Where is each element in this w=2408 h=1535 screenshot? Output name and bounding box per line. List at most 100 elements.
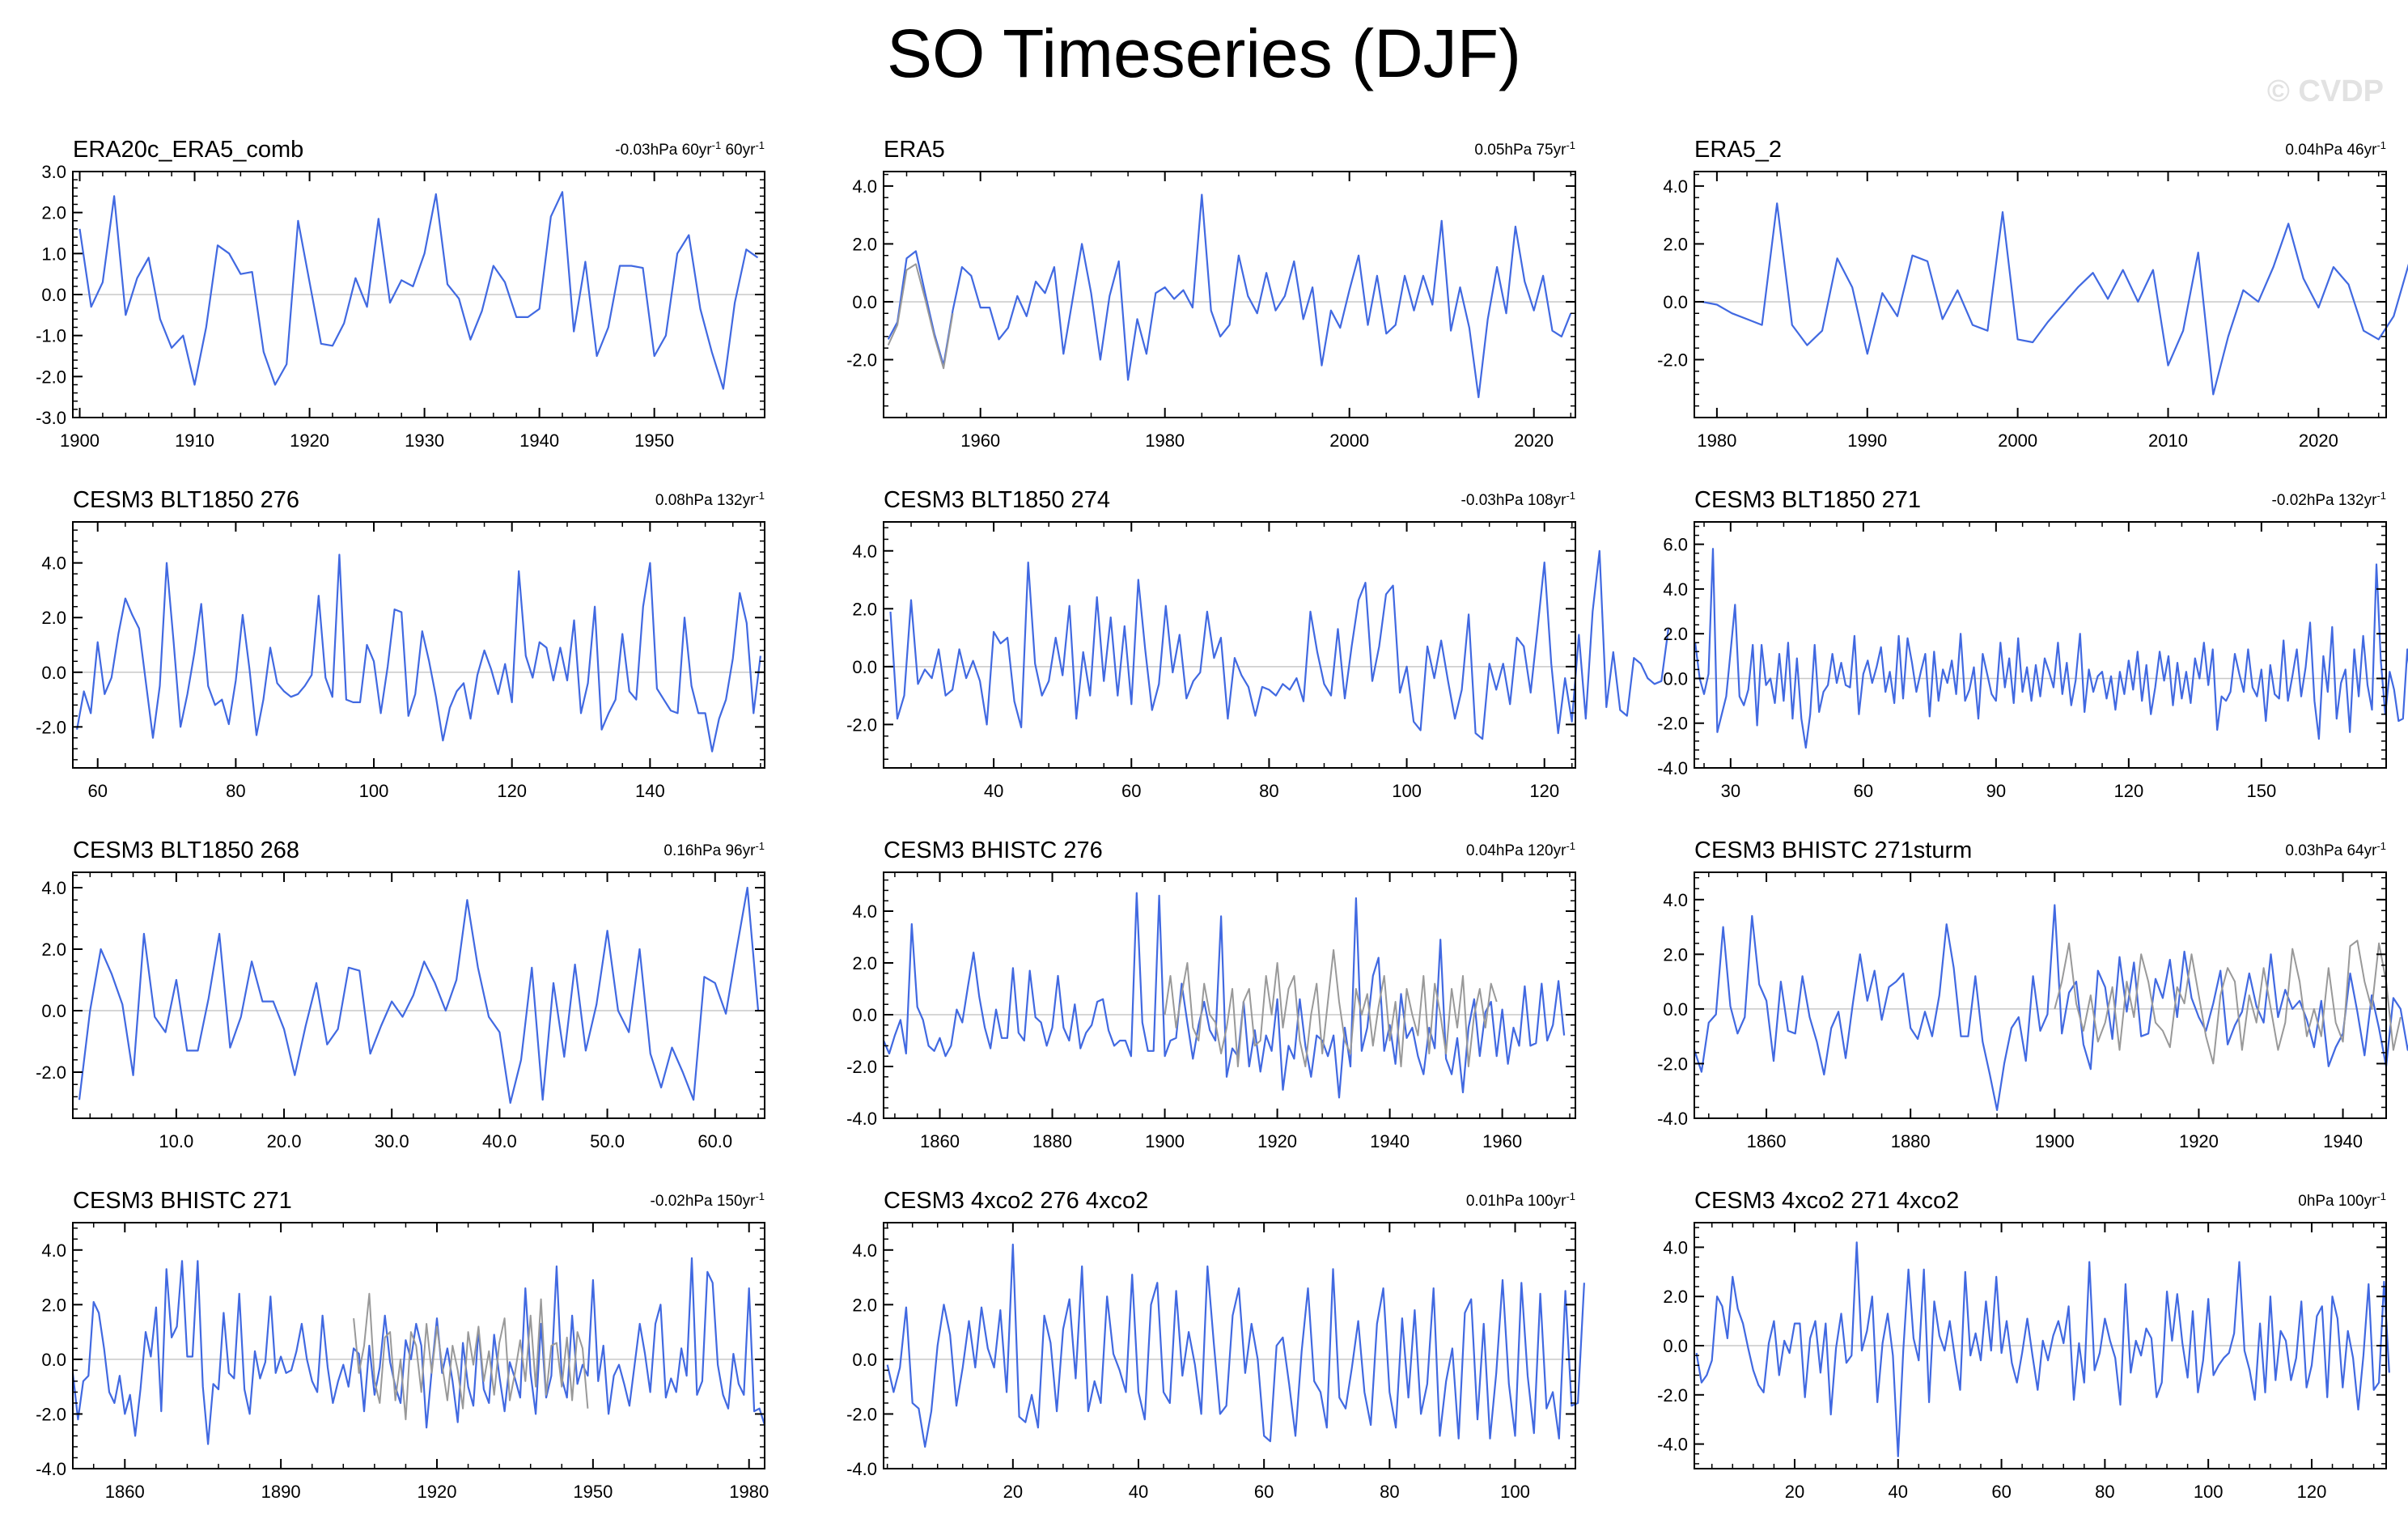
- x-tick-label: 20: [1003, 1482, 1023, 1502]
- y-tick-label: 2.0: [41, 203, 66, 223]
- panel-stats: 0.16hPa 96yr-1: [663, 840, 765, 860]
- page-title: SO Timeseries (DJF): [886, 15, 1522, 91]
- x-tick-label: 2010: [2148, 430, 2188, 451]
- x-tick-label: 30: [1721, 781, 1740, 801]
- y-tick-label: 0.0: [852, 1005, 877, 1025]
- y-tick-label: -2.0: [846, 1404, 877, 1424]
- x-tick-label: 40: [1889, 1482, 1908, 1502]
- y-tick-label: 1.0: [41, 244, 66, 264]
- series-line: [1693, 904, 2408, 1112]
- y-tick-label: 0.0: [1663, 1336, 1688, 1356]
- y-tick-label: -3.0: [36, 408, 66, 428]
- y-tick-label: -2.0: [36, 367, 66, 387]
- x-tick-label: 10.0: [159, 1131, 193, 1151]
- x-tick-label: 40: [984, 781, 1003, 801]
- panel-11: 20 40 60 80 100 -4.0 -2.0 0.0 2.0 4.0 CESM3 4xco2 …: [846, 1188, 1585, 1502]
- series-line: [76, 553, 761, 753]
- x-tick-label: 1900: [60, 430, 100, 451]
- x-tick-label: 60: [1991, 1482, 2011, 1502]
- y-tick-label: 2.0: [852, 599, 877, 619]
- plot-frame: [72, 871, 765, 1119]
- x-tick-label: 1890: [261, 1482, 301, 1502]
- panel-5: 40 60 80 100 120 -2.0 0.0 2.0 4.0 CESM3 BLT1850 2…: [846, 487, 1669, 801]
- y-tick-label: -2.0: [1657, 1385, 1688, 1406]
- overlay-series-line: [2054, 939, 2402, 1065]
- x-tick-label: 100: [2194, 1482, 2224, 1502]
- plot-frame: [883, 871, 1576, 1119]
- x-tick-label: 1920: [418, 1482, 457, 1502]
- panel-12: 20 40 60 80 100 120 -4.0 -2.0 0.0 2.0 4.0 CESM3 4xc…: [1657, 1188, 2390, 1502]
- x-tick-label: 1940: [519, 430, 559, 451]
- x-tick-label: 1900: [1145, 1131, 1185, 1151]
- y-tick-label: -4.0: [1657, 758, 1688, 778]
- y-tick-label: -2.0: [36, 717, 66, 737]
- panel-title: CESM3 BHISTC 271sturm: [1694, 837, 1972, 863]
- panel-7: 10.0 20.0 30.0 40.0 50.0 60.0 -2.0 0.0 2.0 4.0 CES…: [36, 837, 765, 1151]
- panel-title: CESM3 4xco2 276 4xco2: [884, 1188, 1148, 1214]
- panel-title: ERA5: [884, 137, 945, 163]
- y-tick-label: 2.0: [41, 608, 66, 628]
- series-line: [1695, 1241, 2390, 1457]
- x-tick-label: 80: [226, 781, 245, 801]
- y-tick-label: 0.0: [852, 292, 877, 312]
- series-line: [78, 191, 759, 390]
- y-tick-label: 4.0: [41, 1240, 66, 1261]
- y-tick-label: -2.0: [1657, 350, 1688, 370]
- x-tick-label: 1980: [1697, 430, 1736, 451]
- panel-9: 1860 1880 1900 1920 1940 -4.0 -2.0 0.0 2.0 4.0 CES…: [1657, 837, 2408, 1151]
- x-tick-label: 1950: [634, 430, 674, 451]
- x-tick-label: 2000: [1329, 430, 1369, 451]
- series-line: [1694, 548, 2408, 749]
- y-tick-label: -4.0: [846, 1459, 877, 1479]
- series-line: [887, 193, 1572, 399]
- panel-title: ERA5_2: [1694, 137, 1782, 163]
- panel-stats: 0.08hPa 132yr-1: [655, 490, 765, 510]
- x-tick-label: 1960: [1482, 1131, 1522, 1151]
- panel-title: ERA20c_ERA5_comb: [73, 137, 303, 163]
- y-tick-label: 0.0: [41, 1350, 66, 1370]
- x-tick-label: 80: [2095, 1482, 2114, 1502]
- y-tick-label: 4.0: [852, 176, 877, 197]
- series-line: [78, 886, 760, 1105]
- y-tick-label: -4.0: [1657, 1109, 1688, 1129]
- x-tick-label: 1880: [1891, 1131, 1931, 1151]
- x-tick-label: 40: [1129, 1482, 1148, 1502]
- y-tick-label: 3.0: [41, 162, 66, 182]
- y-tick-label: -2.0: [846, 1057, 877, 1077]
- plot-frame: [883, 171, 1576, 418]
- series-line: [886, 1243, 1585, 1448]
- x-tick-label: 80: [1259, 781, 1278, 801]
- x-tick-label: 100: [1500, 1482, 1530, 1502]
- x-tick-label: 2000: [1998, 430, 2037, 451]
- y-tick-label: 4.0: [852, 541, 877, 562]
- overlay-series-line: [353, 1292, 589, 1421]
- x-tick-label: 1930: [405, 430, 444, 451]
- plot-frame: [883, 521, 1576, 769]
- y-tick-label: -2.0: [36, 1062, 66, 1083]
- y-tick-label: 0.0: [41, 285, 66, 305]
- panel-stats: -0.03hPa 60yr-1 60yr-1: [615, 139, 765, 159]
- x-tick-label: 60: [1121, 781, 1141, 801]
- x-tick-label: 20: [1785, 1482, 1804, 1502]
- y-tick-label: 2.0: [1663, 624, 1688, 644]
- panel-4: 60 80 100 120 140 -2.0 0.0 2.0 4.0 CESM3 BLT1850 …: [36, 487, 765, 801]
- y-tick-label: 2.0: [1663, 234, 1688, 254]
- y-tick-label: -2.0: [36, 1404, 66, 1424]
- series-line: [882, 892, 1566, 1099]
- panel-1: 1900 1910 1920 1930 1940 1950 -3.0 -2.0 -1.0 0.0 1…: [36, 137, 765, 451]
- x-tick-label: 1940: [2323, 1131, 2363, 1151]
- x-tick-label: 120: [497, 781, 527, 801]
- y-tick-label: 0.0: [1663, 668, 1688, 689]
- y-tick-label: -2.0: [846, 350, 877, 370]
- y-tick-label: 2.0: [852, 234, 877, 254]
- panel-stats: 0.04hPa 120yr-1: [1466, 840, 1575, 860]
- y-tick-label: 4.0: [1663, 579, 1688, 600]
- y-tick-label: 4.0: [852, 901, 877, 922]
- x-tick-label: 1920: [290, 430, 329, 451]
- x-tick-label: 40.0: [482, 1131, 517, 1151]
- y-tick-label: 0.0: [1663, 999, 1688, 1020]
- y-tick-label: 0.0: [41, 1001, 66, 1021]
- x-tick-label: 60: [1854, 781, 1873, 801]
- panel-6: 30 60 90 120 150 -4.0 -2.0 0.0 2.0 4.0 6.0 CESM3 BL…: [1657, 487, 2408, 801]
